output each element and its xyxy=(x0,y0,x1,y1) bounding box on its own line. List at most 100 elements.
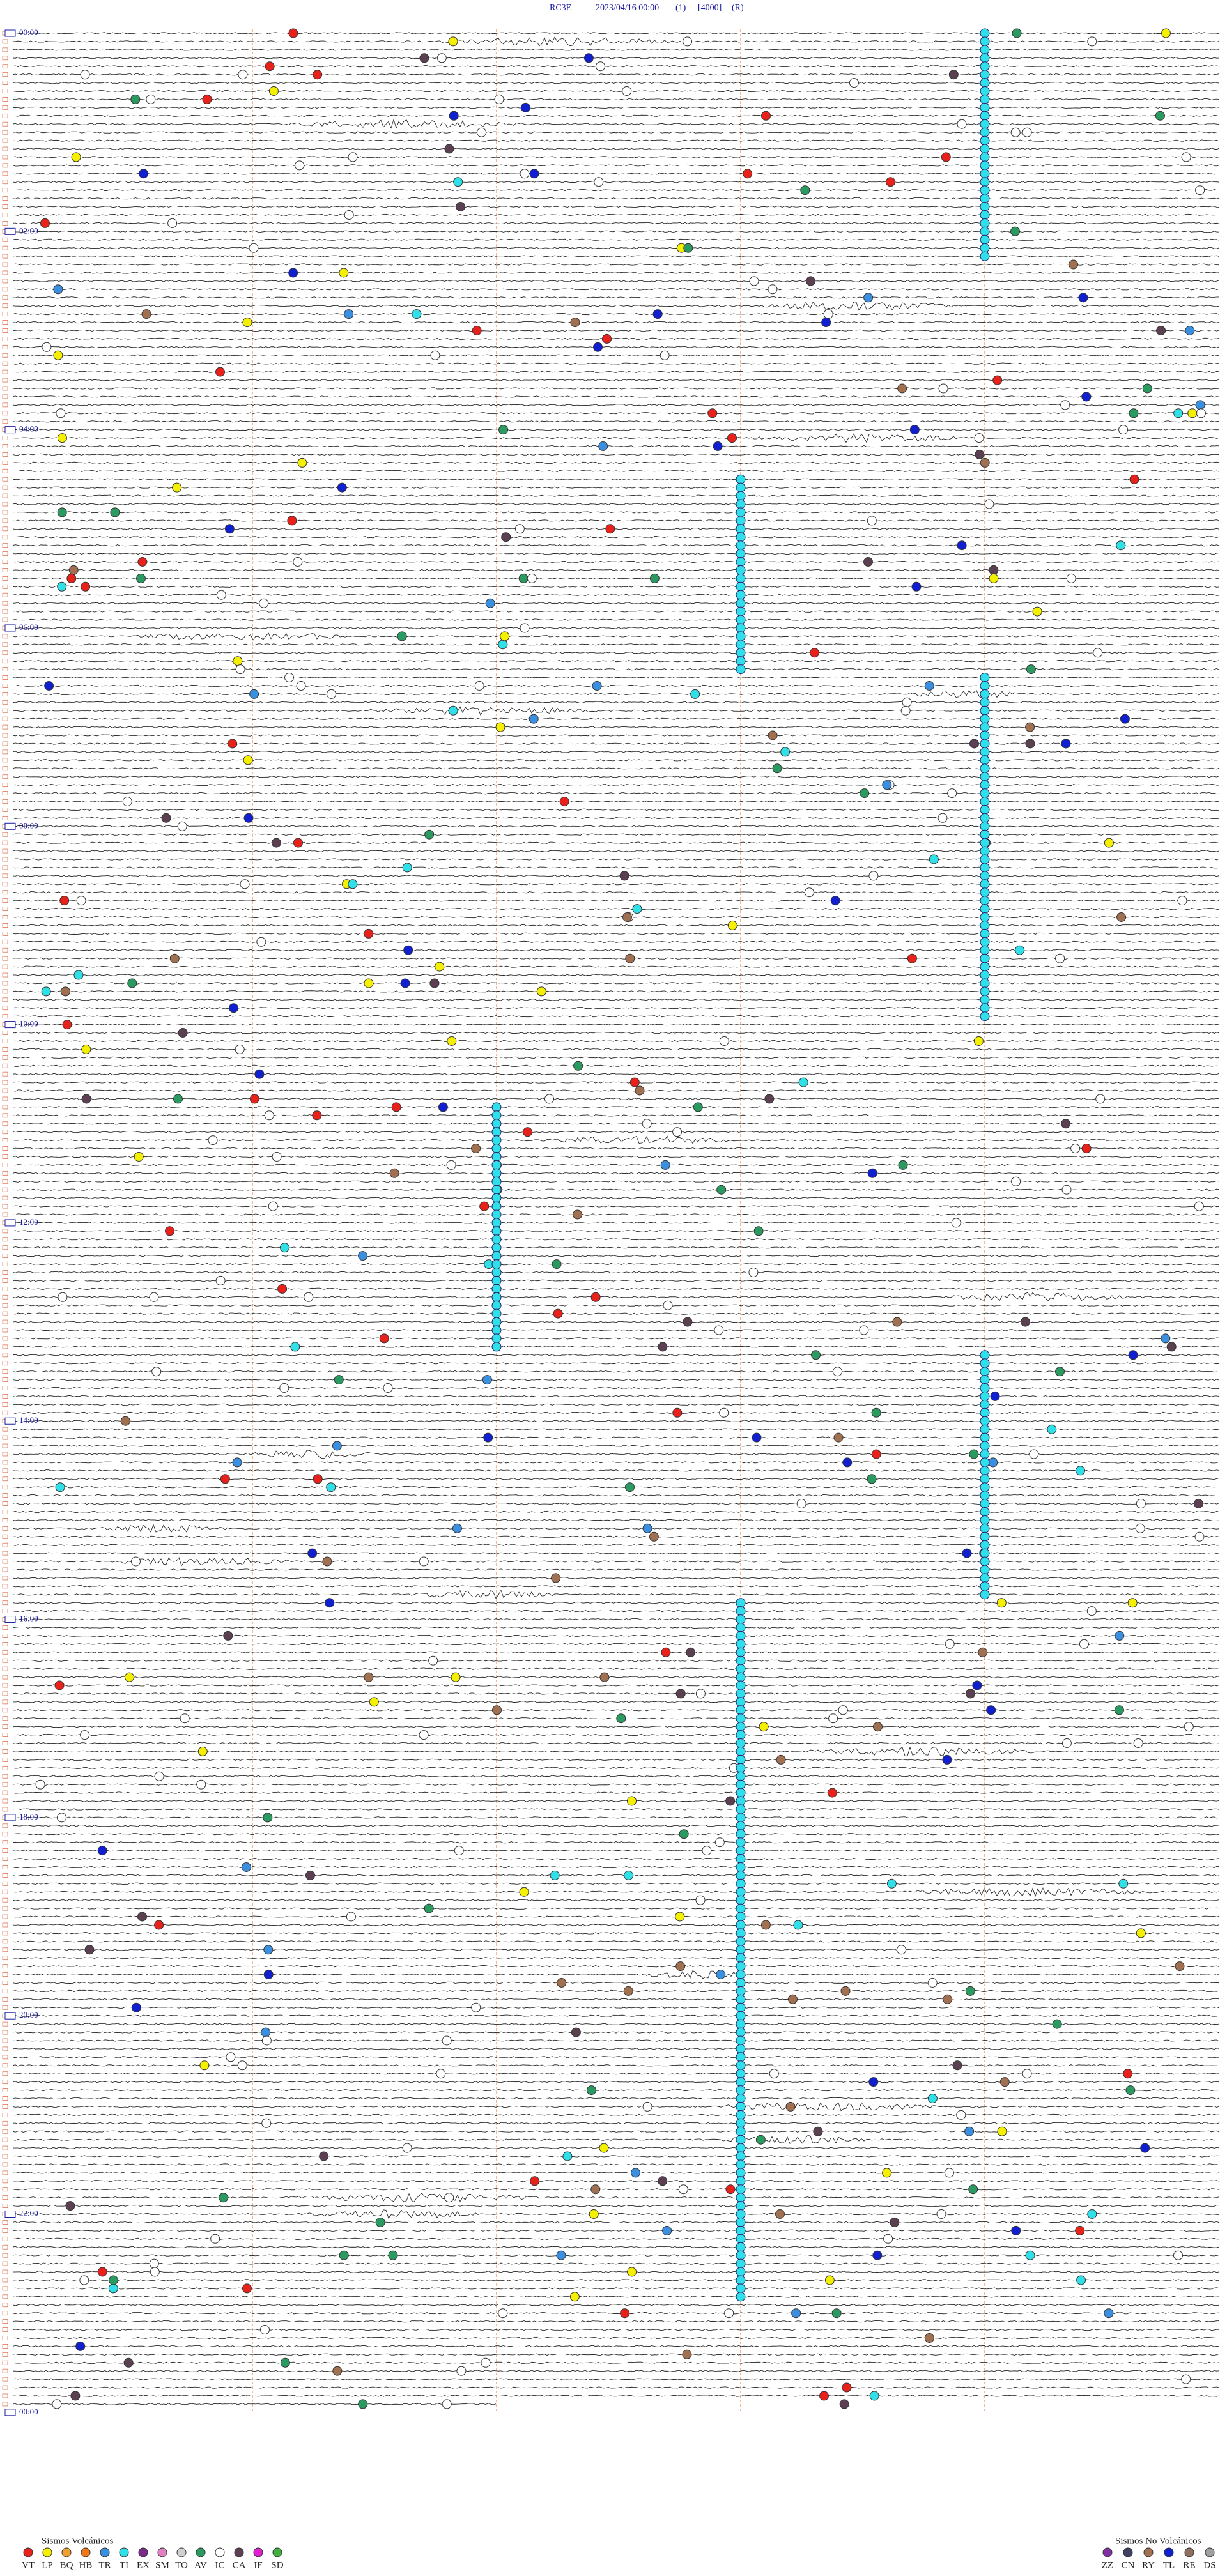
event-marker xyxy=(125,1672,134,1682)
row-marker xyxy=(2,361,8,366)
event-marker xyxy=(736,2019,746,2029)
event-marker xyxy=(444,2193,454,2203)
event-marker xyxy=(622,912,632,922)
trace xyxy=(12,1602,1220,1604)
row-marker xyxy=(2,1105,8,1110)
row-marker xyxy=(2,452,8,457)
event-marker xyxy=(412,309,422,319)
event-marker xyxy=(237,2060,247,2071)
event-marker xyxy=(980,1548,990,1558)
row-marker xyxy=(2,353,8,358)
event-marker xyxy=(35,1779,45,1790)
event-marker xyxy=(736,1928,746,1938)
event-marker xyxy=(295,160,305,171)
legend-code: CN xyxy=(1122,2560,1135,2570)
events xyxy=(35,28,1206,2409)
row-marker xyxy=(2,1055,8,1060)
row-marker xyxy=(2,303,8,309)
event-marker xyxy=(980,714,990,724)
event-marker xyxy=(736,1606,746,1616)
event-marker xyxy=(224,524,235,534)
event-marker xyxy=(736,1647,746,1657)
legend-code: SM xyxy=(155,2560,169,2570)
row-marker xyxy=(2,2236,8,2241)
row-marker xyxy=(2,1575,8,1581)
event-marker xyxy=(491,1243,502,1253)
event-marker xyxy=(491,1292,502,1302)
event-marker xyxy=(980,243,990,253)
trace xyxy=(12,519,1220,522)
event-marker xyxy=(389,1168,399,1178)
row-marker xyxy=(2,2393,8,2398)
row-marker xyxy=(2,1989,8,1993)
event-marker xyxy=(980,1432,990,1443)
event-marker xyxy=(122,797,132,806)
trace xyxy=(12,1676,1219,1678)
event-marker xyxy=(736,631,746,641)
event-marker xyxy=(123,2358,134,2368)
event-marker xyxy=(980,937,990,947)
row-marker xyxy=(2,1666,8,1671)
event-marker xyxy=(736,2085,746,2096)
event-marker xyxy=(980,920,990,930)
event-marker xyxy=(1076,1466,1085,1476)
row-marker xyxy=(2,907,8,911)
event-marker xyxy=(1196,408,1206,418)
event-marker xyxy=(980,1515,990,1525)
row-marker xyxy=(2,1749,8,1754)
event-marker xyxy=(1021,1317,1030,1327)
event-marker xyxy=(736,1664,746,1674)
event-marker xyxy=(965,1986,975,1996)
event-marker xyxy=(58,1292,68,1302)
trace xyxy=(12,1205,1220,1208)
trace xyxy=(12,1329,1220,1331)
event-marker xyxy=(397,631,407,641)
trace xyxy=(12,1825,1220,1827)
trace xyxy=(12,2312,1220,2315)
event-marker xyxy=(966,1689,976,1699)
row-marker xyxy=(2,1163,8,1167)
row-marker xyxy=(2,2327,8,2332)
trace xyxy=(12,957,1220,960)
event-marker xyxy=(980,1457,990,1468)
event-marker xyxy=(379,1333,389,1344)
row-marker xyxy=(2,1600,8,1606)
event-marker xyxy=(364,978,374,988)
event-marker xyxy=(761,111,771,121)
row-marker xyxy=(2,1774,8,1779)
row-marker xyxy=(2,1468,8,1473)
row-marker xyxy=(2,344,8,349)
trace xyxy=(12,2130,1220,2133)
event-marker xyxy=(65,2201,75,2211)
event-marker xyxy=(980,797,990,806)
station: RC3E xyxy=(550,3,571,13)
row-marker xyxy=(2,1832,8,1837)
event-marker xyxy=(980,879,990,889)
trace xyxy=(12,1949,1220,1951)
event-marker xyxy=(120,1416,130,1426)
row-marker xyxy=(2,1344,8,1349)
event-marker xyxy=(736,2275,746,2285)
trace xyxy=(12,119,1220,129)
trace xyxy=(12,1007,1220,1009)
trace xyxy=(12,990,1220,993)
event-marker xyxy=(277,1284,288,1294)
event-marker xyxy=(683,243,693,253)
event-marker xyxy=(980,144,990,154)
event-marker xyxy=(313,70,323,80)
event-marker xyxy=(1181,152,1191,162)
event-marker xyxy=(736,557,746,567)
trace xyxy=(12,1849,1220,1852)
row-marker xyxy=(2,312,8,317)
row-marker xyxy=(2,1377,8,1382)
event-marker xyxy=(70,2391,81,2401)
row-marker xyxy=(2,535,8,540)
trace xyxy=(12,891,1220,894)
row-marker xyxy=(2,411,8,416)
trace xyxy=(12,181,1220,183)
event-marker xyxy=(1087,36,1097,47)
row-marker xyxy=(2,1625,8,1630)
trace xyxy=(12,346,1220,348)
legend-code: IC xyxy=(215,2560,225,2570)
